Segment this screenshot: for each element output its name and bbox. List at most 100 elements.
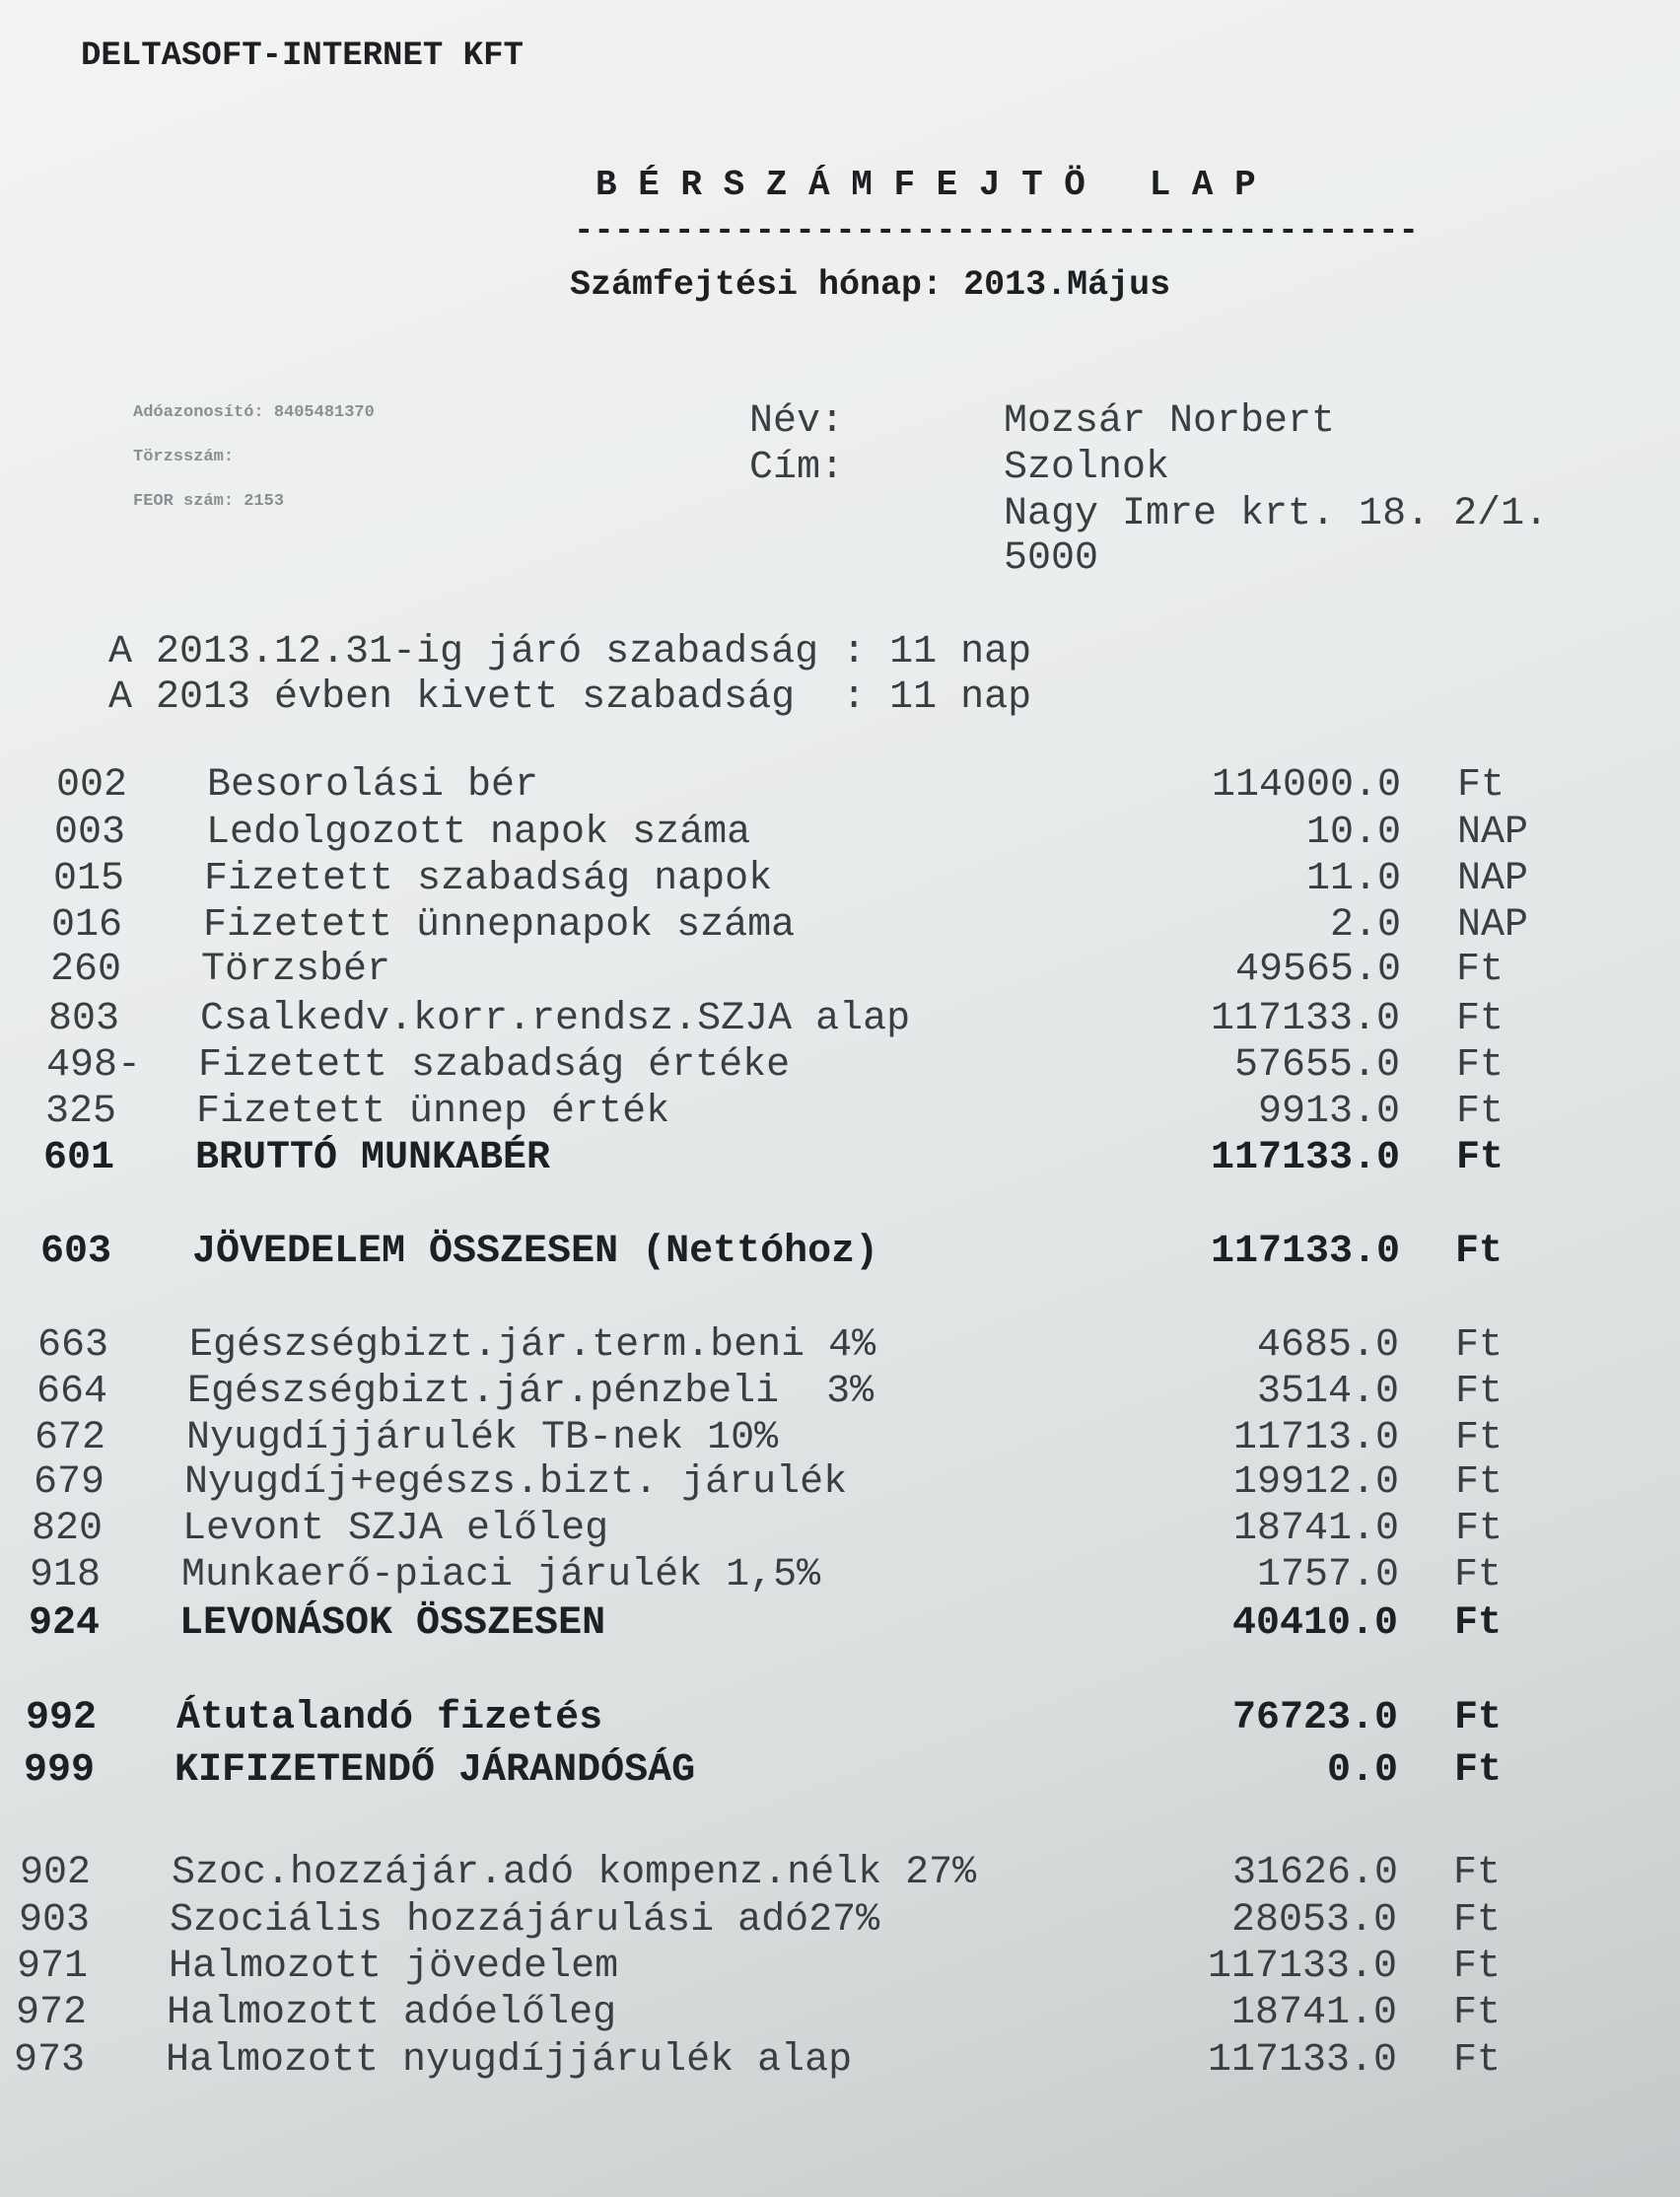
leave-entitled: A 2013.12.31-ig járó szabadság : 11 nap bbox=[108, 630, 1032, 674]
address-label: Cím: bbox=[749, 446, 845, 490]
item-value: 19912.0 bbox=[1232, 1460, 1399, 1505]
item-unit: Ft bbox=[1455, 1416, 1504, 1460]
item-code: 992 bbox=[26, 1696, 98, 1740]
item-code: 803 bbox=[48, 997, 120, 1041]
address-street: Nagy Imre krt. 18. 2/1. bbox=[1004, 492, 1549, 536]
payroll-month: Számfejtési hónap: 2013.Május bbox=[570, 265, 1171, 305]
item-label: Fizetett szabadság napok bbox=[204, 857, 773, 901]
item-code: 002 bbox=[56, 763, 128, 808]
item-code: 972 bbox=[16, 1991, 88, 2035]
item-unit: NAP bbox=[1457, 903, 1529, 948]
name-label: Név: bbox=[749, 399, 845, 444]
item-label: Fizetett ünnep érték bbox=[196, 1090, 670, 1134]
item-label: Fizetett szabadság értéke bbox=[198, 1043, 791, 1088]
item-unit: Ft bbox=[1457, 763, 1505, 808]
item-unit: Ft bbox=[1453, 1851, 1502, 1895]
item-code: 015 bbox=[53, 857, 125, 901]
item-unit: NAP bbox=[1457, 857, 1529, 901]
item-label: Egészségbizt.jár.pénzbeli 3% bbox=[187, 1370, 875, 1414]
item-value: 28053.0 bbox=[1230, 1898, 1397, 1943]
item-unit: Ft bbox=[1454, 1553, 1503, 1597]
item-label: BRUTTÓ MUNKABÉR bbox=[195, 1136, 551, 1180]
item-unit: Ft bbox=[1456, 997, 1505, 1041]
item-code: 603 bbox=[40, 1230, 112, 1274]
item-label: KIFIZETENDŐ JÁRANDÓSÁG bbox=[175, 1748, 696, 1793]
item-value: 11713.0 bbox=[1232, 1416, 1399, 1460]
item-label: Nyugdíjjárulék TB-nek 10% bbox=[186, 1416, 779, 1460]
item-unit: NAP bbox=[1457, 811, 1529, 855]
address-city: Szolnok bbox=[1004, 446, 1170, 490]
item-value: 31626.0 bbox=[1231, 1851, 1398, 1895]
item-code: 498- bbox=[46, 1043, 142, 1088]
item-code: 679 bbox=[34, 1460, 105, 1505]
item-unit: Ft bbox=[1456, 948, 1505, 992]
item-value: 57655.0 bbox=[1233, 1043, 1400, 1088]
item-value: 1757.0 bbox=[1256, 1553, 1399, 1597]
registration-number: Törzsszám: bbox=[133, 448, 235, 466]
item-value: 0.0 bbox=[1326, 1748, 1398, 1793]
item-label: JÖVEDELEM ÖSSZESEN (Nettóhoz) bbox=[192, 1230, 879, 1274]
item-code: 016 bbox=[51, 903, 123, 948]
item-unit: Ft bbox=[1453, 2038, 1502, 2083]
item-code: 664 bbox=[36, 1370, 108, 1414]
item-code: 260 bbox=[50, 948, 122, 992]
tax-id: Adóazonosító: 8405481370 bbox=[133, 403, 375, 422]
item-code: 820 bbox=[32, 1507, 104, 1551]
item-value: 114000.0 bbox=[1211, 763, 1401, 808]
company-name: DELTASOFT-INTERNET KFT bbox=[81, 37, 524, 75]
item-code: 924 bbox=[29, 1601, 101, 1646]
item-label: Csalkedv.korr.rendsz.SZJA alap bbox=[200, 997, 911, 1041]
item-code: 918 bbox=[30, 1553, 102, 1597]
item-unit: Ft bbox=[1455, 1460, 1504, 1505]
item-value: 4685.0 bbox=[1256, 1323, 1399, 1368]
item-value: 117133.0 bbox=[1207, 1945, 1397, 1989]
item-value: 18741.0 bbox=[1232, 1507, 1399, 1551]
employee-name: Mozsár Norbert bbox=[1004, 399, 1336, 444]
item-label: Szociális hozzájárulási adó27% bbox=[170, 1898, 880, 1943]
item-unit: Ft bbox=[1453, 1898, 1502, 1943]
item-value: 117133.0 bbox=[1210, 997, 1400, 1041]
item-value: 76723.0 bbox=[1231, 1696, 1398, 1740]
item-unit: Ft bbox=[1456, 1090, 1505, 1134]
item-label: Levont SZJA előleg bbox=[182, 1507, 609, 1551]
item-label: Átutalandó fizetés bbox=[176, 1696, 603, 1740]
item-code: 663 bbox=[37, 1323, 109, 1368]
item-code: 999 bbox=[24, 1748, 96, 1793]
item-label: Halmozott jövedelem bbox=[169, 1945, 619, 1989]
item-value: 2.0 bbox=[1329, 903, 1401, 948]
item-value: 40410.0 bbox=[1231, 1601, 1398, 1646]
item-value: 18741.0 bbox=[1230, 1991, 1397, 2035]
item-unit: Ft bbox=[1453, 1945, 1502, 1989]
item-value: 117133.0 bbox=[1210, 1230, 1400, 1274]
item-value: 117133.0 bbox=[1207, 2038, 1397, 2083]
item-value: 117133.0 bbox=[1210, 1136, 1400, 1180]
item-value: 3514.0 bbox=[1256, 1370, 1399, 1414]
item-unit: Ft bbox=[1455, 1323, 1504, 1368]
item-label: LEVONÁSOK ÖSSZESEN bbox=[179, 1601, 606, 1646]
document-title: B É R S Z Á M F E J T Ö L A P bbox=[595, 165, 1256, 205]
item-label: Besorolási bér bbox=[207, 763, 539, 808]
item-value: 11.0 bbox=[1305, 857, 1401, 901]
item-label: Halmozott nyugdíjjárulék alap bbox=[166, 2038, 853, 2083]
item-unit: Ft bbox=[1456, 1136, 1505, 1180]
item-code: 902 bbox=[20, 1851, 92, 1895]
item-value: 49565.0 bbox=[1234, 948, 1401, 992]
item-value: 10.0 bbox=[1305, 811, 1401, 855]
item-code: 325 bbox=[45, 1090, 117, 1134]
item-code: 971 bbox=[17, 1945, 89, 1989]
address-zip: 5000 bbox=[1004, 536, 1099, 581]
item-label: Ledolgozott napok száma bbox=[206, 811, 751, 855]
item-unit: Ft bbox=[1455, 1230, 1504, 1274]
item-unit: Ft bbox=[1454, 1748, 1503, 1793]
item-code: 903 bbox=[19, 1898, 91, 1943]
item-label: Halmozott adóelőleg bbox=[167, 1991, 617, 2035]
item-code: 672 bbox=[35, 1416, 106, 1460]
item-unit: Ft bbox=[1454, 1601, 1503, 1646]
item-label: Munkaerő-piaci járulék 1,5% bbox=[181, 1553, 821, 1597]
item-value: 9913.0 bbox=[1257, 1090, 1400, 1134]
item-label: Fizetett ünnepnapok száma bbox=[203, 903, 796, 948]
item-code: 973 bbox=[14, 2038, 86, 2083]
item-code: 003 bbox=[54, 811, 126, 855]
item-code: 601 bbox=[43, 1136, 115, 1180]
item-unit: Ft bbox=[1455, 1370, 1504, 1414]
